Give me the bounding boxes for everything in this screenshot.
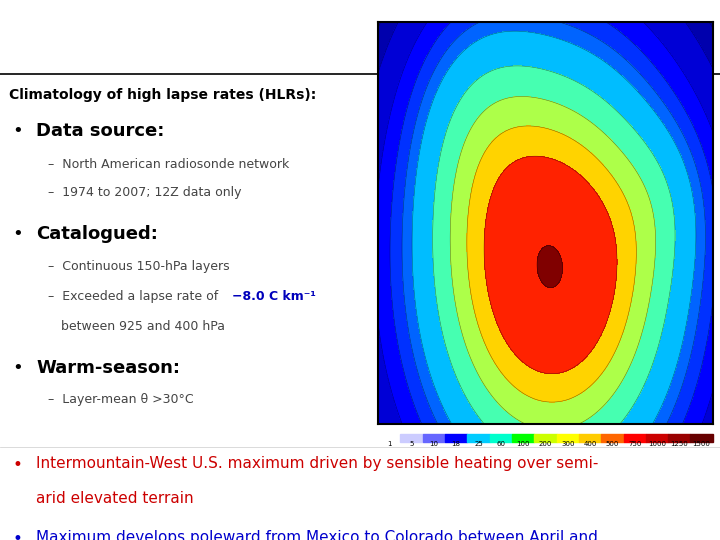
Text: between 925 and 400 hPa: between 925 and 400 hPa (61, 320, 225, 333)
Text: •: • (12, 530, 22, 540)
Text: –  North American radiosonde network: – North American radiosonde network (48, 158, 289, 171)
Text: 1250: 1250 (670, 441, 688, 447)
Text: 10: 10 (429, 441, 438, 447)
Text: 18: 18 (451, 441, 461, 447)
Bar (423, 434, 445, 442)
Text: 1500: 1500 (693, 441, 711, 447)
Text: 300: 300 (561, 441, 575, 447)
Text: Maximum develops poleward from Mexico to Colorado between April and: Maximum develops poleward from Mexico to… (36, 530, 598, 540)
Bar (490, 434, 512, 442)
Bar (445, 434, 467, 442)
Bar (668, 434, 690, 442)
Text: 1000: 1000 (648, 441, 666, 447)
Bar (624, 434, 646, 442)
Text: •: • (12, 225, 23, 242)
Text: 1: 1 (387, 441, 392, 447)
Text: 400: 400 (583, 441, 597, 447)
Text: Intermountain-West U.S. maximum driven by sensible heating over semi-: Intermountain-West U.S. maximum driven b… (36, 456, 598, 471)
Bar (690, 434, 713, 442)
Bar (512, 434, 534, 442)
Text: 60: 60 (496, 441, 505, 447)
Text: –  Layer-mean θ >30°C: – Layer-mean θ >30°C (48, 393, 194, 406)
Text: –  Exceeded a lapse rate of: – Exceeded a lapse rate of (48, 290, 222, 303)
Text: •: • (12, 122, 23, 140)
Bar (646, 434, 668, 442)
Text: 25: 25 (474, 441, 483, 447)
Text: 500: 500 (606, 441, 619, 447)
Text: 100: 100 (516, 441, 530, 447)
Text: –  Continuous 150-hPa layers: – Continuous 150-hPa layers (48, 260, 230, 273)
Bar (601, 434, 624, 442)
Text: arid elevated terrain: arid elevated terrain (36, 491, 194, 506)
Text: –  1974 to 2007; 12Z data only: – 1974 to 2007; 12Z data only (48, 186, 242, 199)
Bar (534, 434, 557, 442)
Bar (378, 434, 400, 442)
Text: 5: 5 (409, 441, 414, 447)
Text: Climatology of high lapse rates (HLRs):: Climatology of high lapse rates (HLRs): (9, 89, 316, 103)
Text: EMLs as High Lapse Rates over North America: EMLs as High Lapse Rates over North Amer… (9, 23, 660, 47)
Bar (557, 434, 579, 442)
Bar (579, 434, 601, 442)
Text: •: • (12, 359, 23, 377)
Text: Data source:: Data source: (36, 122, 164, 140)
Text: 200: 200 (539, 441, 552, 447)
Text: •: • (12, 456, 22, 474)
Bar (400, 434, 423, 442)
Text: −8.0 C km⁻¹: −8.0 C km⁻¹ (232, 290, 315, 303)
Text: 750: 750 (628, 441, 642, 447)
Text: Warm-season:: Warm-season: (36, 359, 180, 377)
Bar (467, 434, 490, 442)
Text: Catalogued:: Catalogued: (36, 225, 158, 242)
